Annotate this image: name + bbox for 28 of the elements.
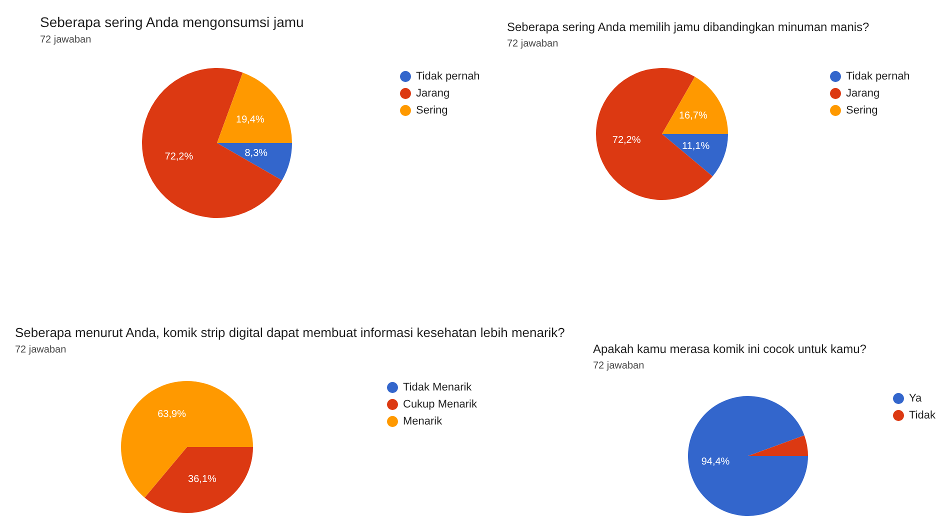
legend-label: Sering bbox=[846, 104, 878, 116]
data-label: 63,9% bbox=[158, 408, 186, 420]
chart-title: Seberapa sering Anda mengonsumsi jamu bbox=[40, 14, 304, 30]
chart-title: Seberapa menurut Anda, komik strip digital dapat membuat informasi kesehatan lebih menarik? bbox=[15, 325, 565, 340]
data-label: 94,4% bbox=[701, 456, 730, 468]
legend-label: Jarang bbox=[846, 88, 880, 100]
chart-subtitle: 72 jawaban bbox=[40, 34, 92, 46]
text: 72 jawaban bbox=[15, 344, 66, 356]
legend-label: Tidak Menarik bbox=[403, 382, 472, 394]
data-label: 72,2% bbox=[612, 134, 641, 146]
legend-label: Tidak pernah bbox=[846, 70, 910, 82]
chart-subtitle: 72 jawaban bbox=[593, 360, 644, 372]
chart-subtitle: 72 jawaban bbox=[507, 38, 558, 50]
legend-label: Tidak pernah bbox=[416, 70, 480, 82]
data-label: 11,1% bbox=[682, 140, 710, 152]
data-label: 8,3% bbox=[244, 148, 268, 159]
legend-label: Cukup Menarik bbox=[403, 398, 478, 410]
data-label: 19,4% bbox=[236, 114, 264, 126]
legend-label: Jarang bbox=[416, 88, 450, 100]
data-label: 16,7% bbox=[678, 110, 708, 122]
legend-label: Menarik bbox=[403, 416, 443, 428]
legend-label: Sering bbox=[416, 104, 448, 116]
data-label: 36,1% bbox=[188, 474, 217, 486]
legend-label: Ya bbox=[909, 392, 923, 404]
chart-title: Apakah kamu merasa komik ini cocok untuk kamu? bbox=[593, 342, 867, 356]
legend-label: Tidak bbox=[909, 410, 936, 422]
chart-title: Seberapa sering Anda memilih jamu dibandingkan minuman manis? bbox=[507, 20, 870, 34]
data-label: 72,2% bbox=[164, 151, 194, 162]
